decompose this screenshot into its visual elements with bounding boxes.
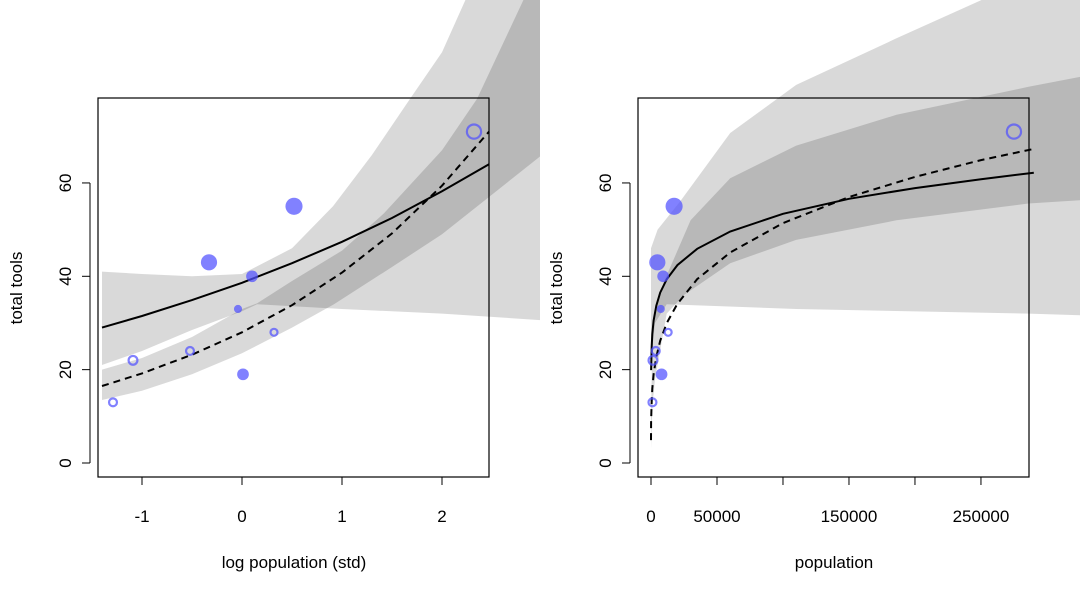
data-point-low-contact [269,327,279,337]
data-point-high-contact [200,254,218,271]
x-tick-label: 2 [437,507,446,526]
high-contact-interval-band [651,0,1080,361]
data-point-high-contact [657,270,669,283]
data-point-low-contact [647,397,658,408]
data-point-low-contact [663,327,673,337]
interval-bands [651,0,1080,449]
data-point-high-contact [649,254,666,271]
data-point-high-contact [233,304,243,314]
low-contact-mean-line [101,130,490,387]
y-tick-label: 40 [596,267,615,286]
y-tick-label: 0 [56,458,75,467]
interval-bands [102,0,540,400]
data-point-low-contact [647,354,659,366]
y-tick-label: 20 [56,360,75,379]
y-tick-label: 0 [596,458,615,467]
y-tick-label: 20 [596,360,615,379]
x-tick-label: 50000 [693,507,740,526]
x-axis-label: population [795,553,873,572]
data-point-high-contact [655,368,668,381]
data-point-low-contact [107,397,119,408]
data-point-high-contact [665,197,683,215]
x-tick-label: 250000 [953,507,1010,526]
high-contact-interval-band [102,0,540,365]
data-point-high-contact [237,368,249,381]
high-contact-mean-line [650,171,1034,371]
y-tick-label: 60 [596,173,615,192]
low-contact-interval-band [651,76,1080,449]
data-point-low-contact [127,354,139,366]
x-tick-label: 0 [646,507,655,526]
data-point-high-contact [656,304,665,314]
low-contact-interval-band [102,0,540,400]
left-panel: log population (std) total tools -1 0 1 202… [7,0,540,572]
x-tick-label: 1 [337,507,346,526]
data-point-low-contact [465,123,483,140]
data-point-high-contact [246,270,258,283]
data-point-low-contact [184,345,196,357]
y-axis-label: total tools [7,252,26,325]
y-tick-label: 60 [56,173,75,192]
x-tick-label: -1 [134,507,149,526]
high-contact-mean-line [101,163,490,329]
data-point-high-contact [285,197,303,215]
y-tick-label: 40 [56,267,75,286]
x-tick-label: 150000 [821,507,878,526]
right-panel: population total tools 0 50000 150000 25000… [547,0,1080,572]
y-axis-label: total tools [547,252,566,325]
x-axis-label: log population (std) [222,553,367,572]
data-point-low-contact [650,345,661,357]
x-tick-label: 0 [237,507,246,526]
data-point-low-contact [1005,123,1023,140]
